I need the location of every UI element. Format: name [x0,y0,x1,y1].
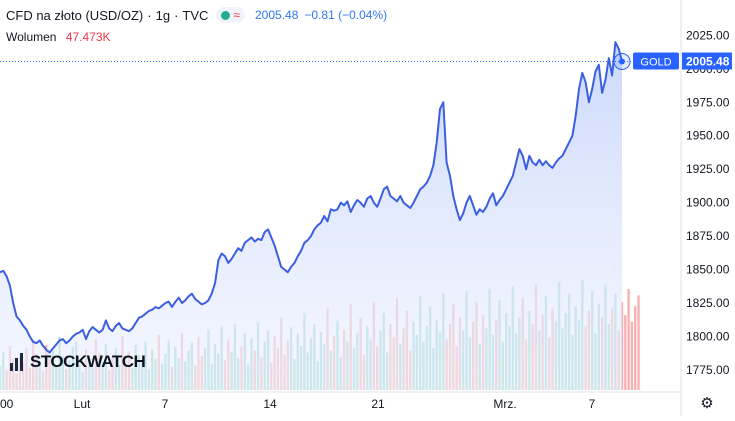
y-tick-label: 1800.00 [686,329,730,343]
y-tick-label: 1950.00 [686,129,730,143]
volume-bar [630,321,634,390]
symbol-title[interactable]: CFD na złoto (USD/OZ) [6,7,144,23]
green-dot-icon [221,10,231,20]
x-tick-label: Mrz. [493,397,516,411]
last-price: 2005.48 [255,8,299,22]
source-label: TVC [182,7,209,23]
y-tick-label: 1875.00 [686,229,730,243]
y-tick-label: 1975.00 [686,95,730,109]
price-area [0,42,622,390]
market-status-toggle[interactable]: ≈ [216,7,245,23]
price-tag: GOLD 2005.48 [633,52,732,70]
gear-icon[interactable]: ⚙ [700,395,714,412]
last-price-marker [613,53,631,71]
price-change: −0.81 (−0.04%) [304,8,388,22]
stockwatch-logo: STOCKWATCH [10,352,146,372]
separator: · [174,7,179,23]
y-tick-label: 1775.00 [686,363,730,377]
x-tick-label: 21 [371,397,385,411]
volume-bar [634,306,637,390]
x-tick-label: Lut [74,397,91,411]
volume-bar [637,295,640,390]
x-tick-label: 7 [162,397,169,411]
last-point-dot [619,58,625,65]
y-tick-label: 1850.00 [686,263,730,277]
separator: · [147,7,152,23]
y-tick-label: 2025.00 [686,28,730,42]
interval-label[interactable]: 1g [155,7,171,23]
time-axis: 00 Lut 7 14 21 Mrz. 7 [0,391,681,411]
volume-bar [627,288,630,390]
volume-bar [624,315,627,390]
price-tag-value: 2005.48 [686,55,730,69]
x-tick-label: 7 [589,397,596,411]
volume-value: 47.473K [65,30,111,44]
y-tick-label: 1825.00 [686,296,730,310]
symbol-tag-bg [633,52,679,70]
x-tick-label: 14 [263,397,277,411]
legend: CFD na złoto (USD/OZ) · 1g · TVC ≈ 2005.… [6,6,387,44]
logo-text: STOCKWATCH [30,352,146,371]
symbol-tag-label: GOLD [640,57,671,69]
bar-chart-icon [10,353,26,371]
y-tick-label: 1925.00 [686,162,730,176]
volume-label[interactable]: Wolumen [6,30,57,44]
x-tick-label: 00 [0,397,14,411]
wave-icon: ≈ [233,8,240,22]
price-tag-bg [682,52,732,70]
y-tick-label: 1900.00 [686,196,730,210]
price-line [0,41,623,354]
